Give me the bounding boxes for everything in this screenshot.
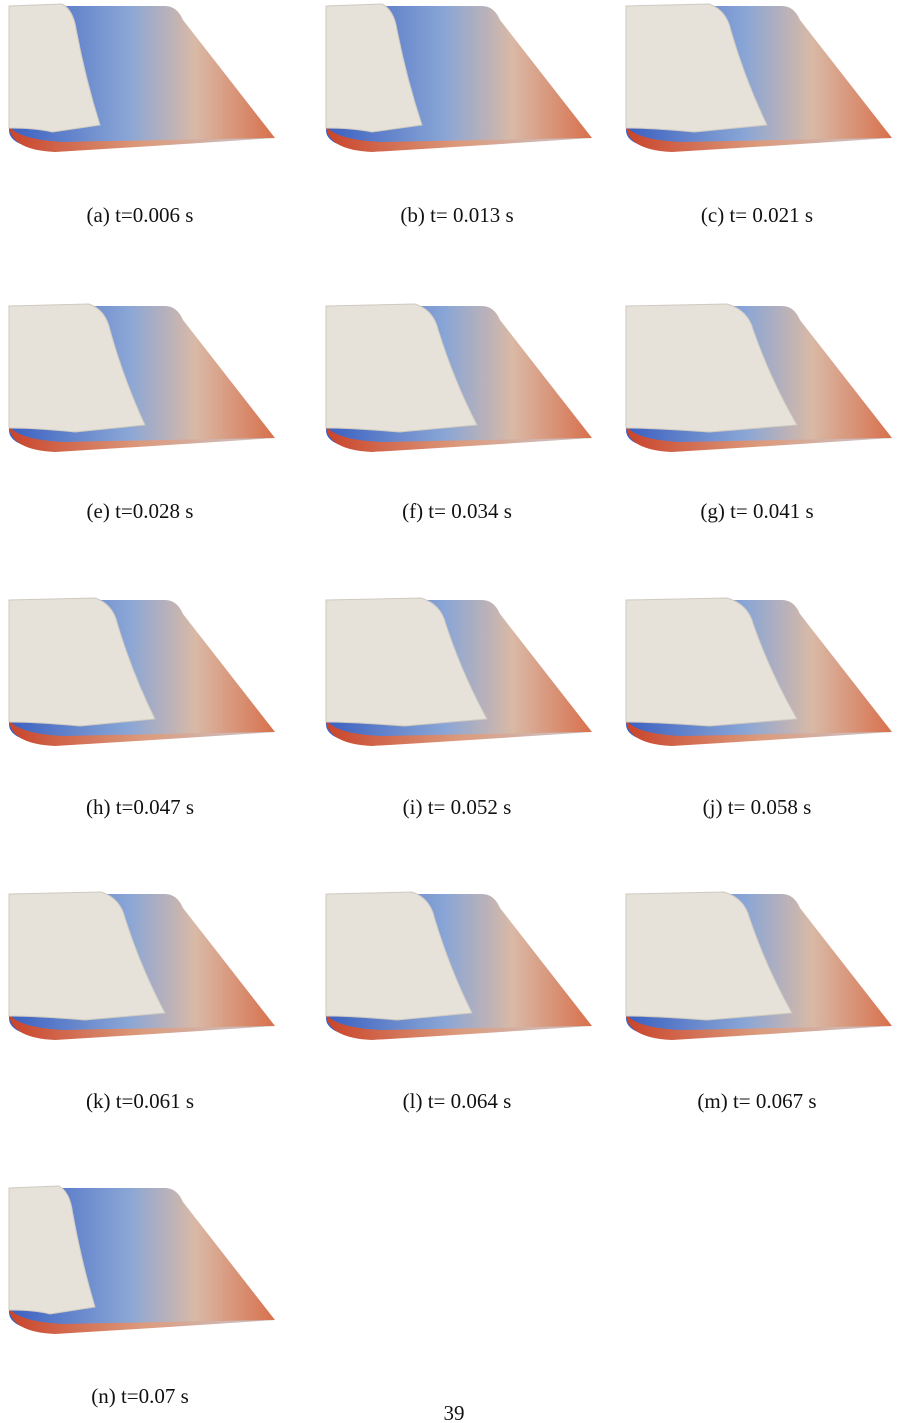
- vortex-surface: [8, 1185, 96, 1315]
- caption: (f) t= 0.034 s: [402, 499, 512, 523]
- panel: [625, 891, 892, 1040]
- panel: [8, 303, 275, 452]
- vortex-surface: [8, 891, 166, 1021]
- vortex-surface: [625, 597, 798, 727]
- caption: (h) t=0.047 s: [86, 795, 194, 819]
- airfoil-lower: [9, 1014, 275, 1040]
- panel: [325, 303, 592, 452]
- panel: [8, 597, 275, 746]
- caption: (i) t= 0.052 s: [403, 795, 512, 819]
- caption: (k) t=0.061 s: [86, 1089, 194, 1113]
- panel: [325, 3, 592, 152]
- airfoil-lower: [9, 720, 275, 746]
- vortex-surface: [8, 303, 146, 433]
- panel: [625, 597, 892, 746]
- vortex-surface: [8, 597, 156, 727]
- vortex-surface: [325, 303, 478, 433]
- airfoil-lower: [626, 426, 892, 452]
- panel: [325, 891, 592, 1040]
- caption: (a) t=0.006 s: [87, 203, 194, 227]
- page-number: 39: [444, 1401, 465, 1423]
- airfoil-lower: [626, 720, 892, 746]
- airfoil-lower: [626, 1014, 892, 1040]
- vortex-surface: [625, 891, 793, 1021]
- vortex-surface: [325, 3, 423, 133]
- panel: [325, 597, 592, 746]
- airfoil-lower: [326, 126, 592, 152]
- panel: [8, 891, 275, 1040]
- vortex-surface: [325, 597, 488, 727]
- caption: (e) t=0.028 s: [87, 499, 194, 523]
- caption: (c) t= 0.021 s: [701, 203, 813, 227]
- airfoil-lower: [626, 126, 892, 152]
- caption: (g) t= 0.041 s: [700, 499, 813, 523]
- caption: (j) t= 0.058 s: [703, 795, 812, 819]
- vortex-surface: [625, 3, 768, 133]
- panel: [8, 3, 275, 152]
- airfoil-lower: [326, 720, 592, 746]
- vortex-surface: [8, 3, 101, 133]
- airfoil-lower: [326, 426, 592, 452]
- airfoil-lower: [9, 126, 275, 152]
- airfoil-lower: [9, 1308, 275, 1334]
- caption: (l) t= 0.064 s: [403, 1089, 512, 1113]
- caption: (m) t= 0.067 s: [697, 1089, 816, 1113]
- airfoil-lower: [326, 1014, 592, 1040]
- airfoil-lower: [9, 426, 275, 452]
- caption: (b) t= 0.013 s: [400, 203, 513, 227]
- caption: (n) t=0.07 s: [91, 1384, 189, 1408]
- vortex-surface: [625, 303, 798, 433]
- vortex-surface: [325, 891, 473, 1021]
- panel: [625, 303, 892, 452]
- panel: [625, 3, 892, 152]
- panel: [8, 1185, 275, 1334]
